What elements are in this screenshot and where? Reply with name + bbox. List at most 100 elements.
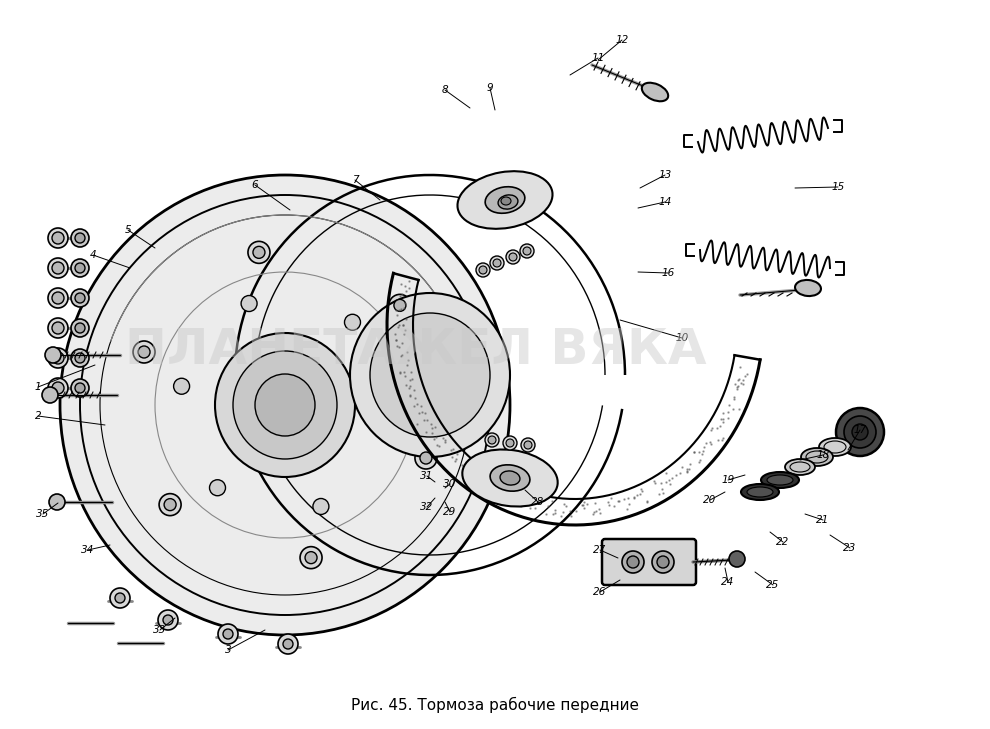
Ellipse shape (642, 82, 668, 101)
Circle shape (71, 289, 89, 307)
Circle shape (300, 547, 322, 569)
Circle shape (523, 247, 531, 255)
Circle shape (622, 551, 644, 573)
Circle shape (520, 244, 534, 258)
Ellipse shape (785, 459, 815, 475)
Ellipse shape (462, 450, 557, 507)
Circle shape (48, 288, 68, 308)
Circle shape (75, 233, 85, 243)
Text: ПЛАНЕТАЖЕЛ ВЯКА: ПЛАНЕТАЖЕЛ ВЯКА (125, 326, 707, 374)
Text: 30: 30 (444, 479, 456, 489)
Text: 13: 13 (658, 170, 671, 180)
Text: 10: 10 (675, 333, 689, 343)
Text: 15: 15 (832, 182, 844, 192)
Text: 1: 1 (35, 382, 42, 392)
Text: 27: 27 (593, 545, 607, 555)
Circle shape (420, 452, 432, 464)
Circle shape (42, 387, 58, 403)
Circle shape (652, 551, 674, 573)
Ellipse shape (485, 187, 525, 214)
Circle shape (380, 416, 396, 432)
Circle shape (115, 593, 125, 603)
Ellipse shape (370, 313, 490, 437)
Circle shape (52, 232, 64, 244)
Circle shape (52, 262, 64, 274)
Circle shape (242, 295, 257, 311)
Circle shape (223, 629, 233, 639)
Circle shape (278, 634, 298, 654)
Circle shape (729, 551, 745, 567)
Ellipse shape (801, 448, 833, 466)
Circle shape (75, 293, 85, 303)
Text: 26: 26 (593, 587, 607, 597)
Ellipse shape (498, 195, 518, 209)
Text: 11: 11 (591, 53, 605, 63)
Ellipse shape (795, 280, 821, 296)
Text: 28: 28 (532, 497, 544, 507)
Circle shape (48, 228, 68, 248)
Ellipse shape (761, 472, 799, 488)
Text: 35: 35 (37, 509, 50, 519)
Circle shape (627, 556, 639, 568)
Text: 6: 6 (251, 180, 258, 190)
Ellipse shape (490, 465, 530, 491)
Circle shape (49, 494, 65, 510)
Circle shape (210, 480, 226, 496)
Text: 4: 4 (90, 250, 96, 260)
Circle shape (163, 615, 173, 625)
Ellipse shape (767, 475, 793, 485)
Text: 32: 32 (421, 502, 434, 512)
Circle shape (218, 624, 238, 644)
Ellipse shape (501, 197, 511, 205)
Circle shape (71, 319, 89, 337)
Text: 5: 5 (125, 225, 132, 235)
Circle shape (389, 295, 411, 316)
Text: 20: 20 (703, 495, 717, 505)
Ellipse shape (350, 293, 510, 457)
Circle shape (48, 348, 68, 368)
Circle shape (248, 241, 270, 263)
Circle shape (509, 253, 517, 261)
Circle shape (836, 408, 884, 456)
Circle shape (71, 379, 89, 397)
Text: Рис. 45. Тормоза рабочие передние: Рис. 45. Тормоза рабочие передние (351, 697, 639, 713)
Circle shape (110, 588, 130, 608)
Circle shape (71, 259, 89, 277)
Text: 7: 7 (351, 175, 358, 185)
Circle shape (415, 447, 437, 469)
Circle shape (75, 323, 85, 333)
Ellipse shape (457, 171, 552, 229)
Circle shape (852, 424, 868, 440)
Circle shape (48, 258, 68, 278)
Text: 31: 31 (421, 471, 434, 481)
FancyBboxPatch shape (602, 539, 696, 585)
Circle shape (476, 263, 490, 277)
Ellipse shape (819, 438, 851, 456)
Circle shape (479, 266, 487, 274)
Text: 3: 3 (225, 645, 232, 655)
Text: 12: 12 (616, 35, 629, 45)
Text: 22: 22 (776, 537, 790, 547)
Text: 16: 16 (661, 268, 674, 278)
Circle shape (488, 436, 496, 444)
Circle shape (173, 378, 190, 394)
Circle shape (506, 250, 520, 264)
Circle shape (490, 256, 504, 270)
Circle shape (52, 322, 64, 334)
Circle shape (159, 494, 181, 515)
Circle shape (45, 347, 61, 363)
Circle shape (844, 416, 876, 448)
Circle shape (52, 292, 64, 304)
Circle shape (313, 499, 329, 515)
Text: 2: 2 (35, 411, 42, 421)
Text: 14: 14 (658, 197, 671, 207)
Ellipse shape (255, 374, 315, 436)
Circle shape (394, 300, 406, 311)
Ellipse shape (233, 351, 337, 459)
Circle shape (158, 610, 178, 630)
Circle shape (75, 383, 85, 393)
Circle shape (485, 433, 499, 447)
Circle shape (75, 263, 85, 273)
Circle shape (521, 438, 535, 452)
Circle shape (503, 436, 517, 450)
